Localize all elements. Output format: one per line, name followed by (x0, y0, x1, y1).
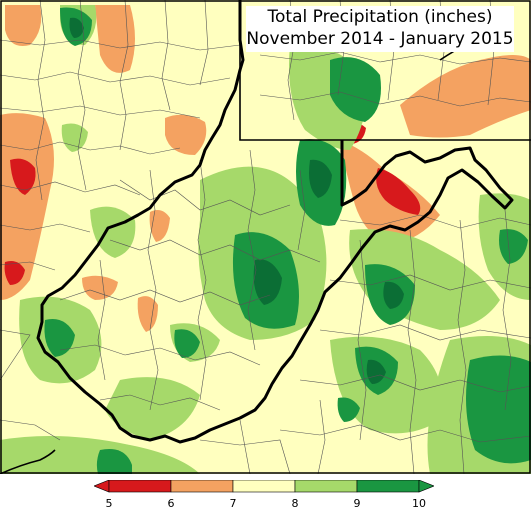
title-line-1: Total Precipitation (inches) (267, 7, 493, 27)
legend-tick-5: 5 (106, 497, 113, 510)
legend-class-6-7 (170, 480, 234, 493)
color-legend: 5 6 7 8 9 10 (94, 480, 434, 510)
legend-class-9-10 (356, 480, 420, 493)
precipitation-map (0, 0, 531, 474)
legend-tick-6: 6 (168, 497, 175, 510)
legend-tick-7: 7 (230, 497, 237, 510)
legend-tick-9: 9 (354, 497, 361, 510)
darkgreen-cores (69, 17, 404, 384)
map-title: Total Precipitation (inches) November 20… (246, 6, 514, 52)
legend-tick-10: 10 (412, 497, 426, 510)
title-line-2: November 2014 - January 2015 (246, 29, 514, 49)
legend-class-8-9 (294, 480, 358, 493)
legend-tick-8: 8 (292, 497, 299, 510)
orange-zones (0, 5, 531, 332)
map-border (0, 0, 531, 474)
legend-arrow-high (418, 480, 434, 493)
legend-class-7-8 (232, 480, 296, 493)
legend-class-5-6 (108, 480, 172, 493)
legend-arrow-low (94, 480, 110, 493)
west-virginia-boundary (36, 0, 514, 444)
